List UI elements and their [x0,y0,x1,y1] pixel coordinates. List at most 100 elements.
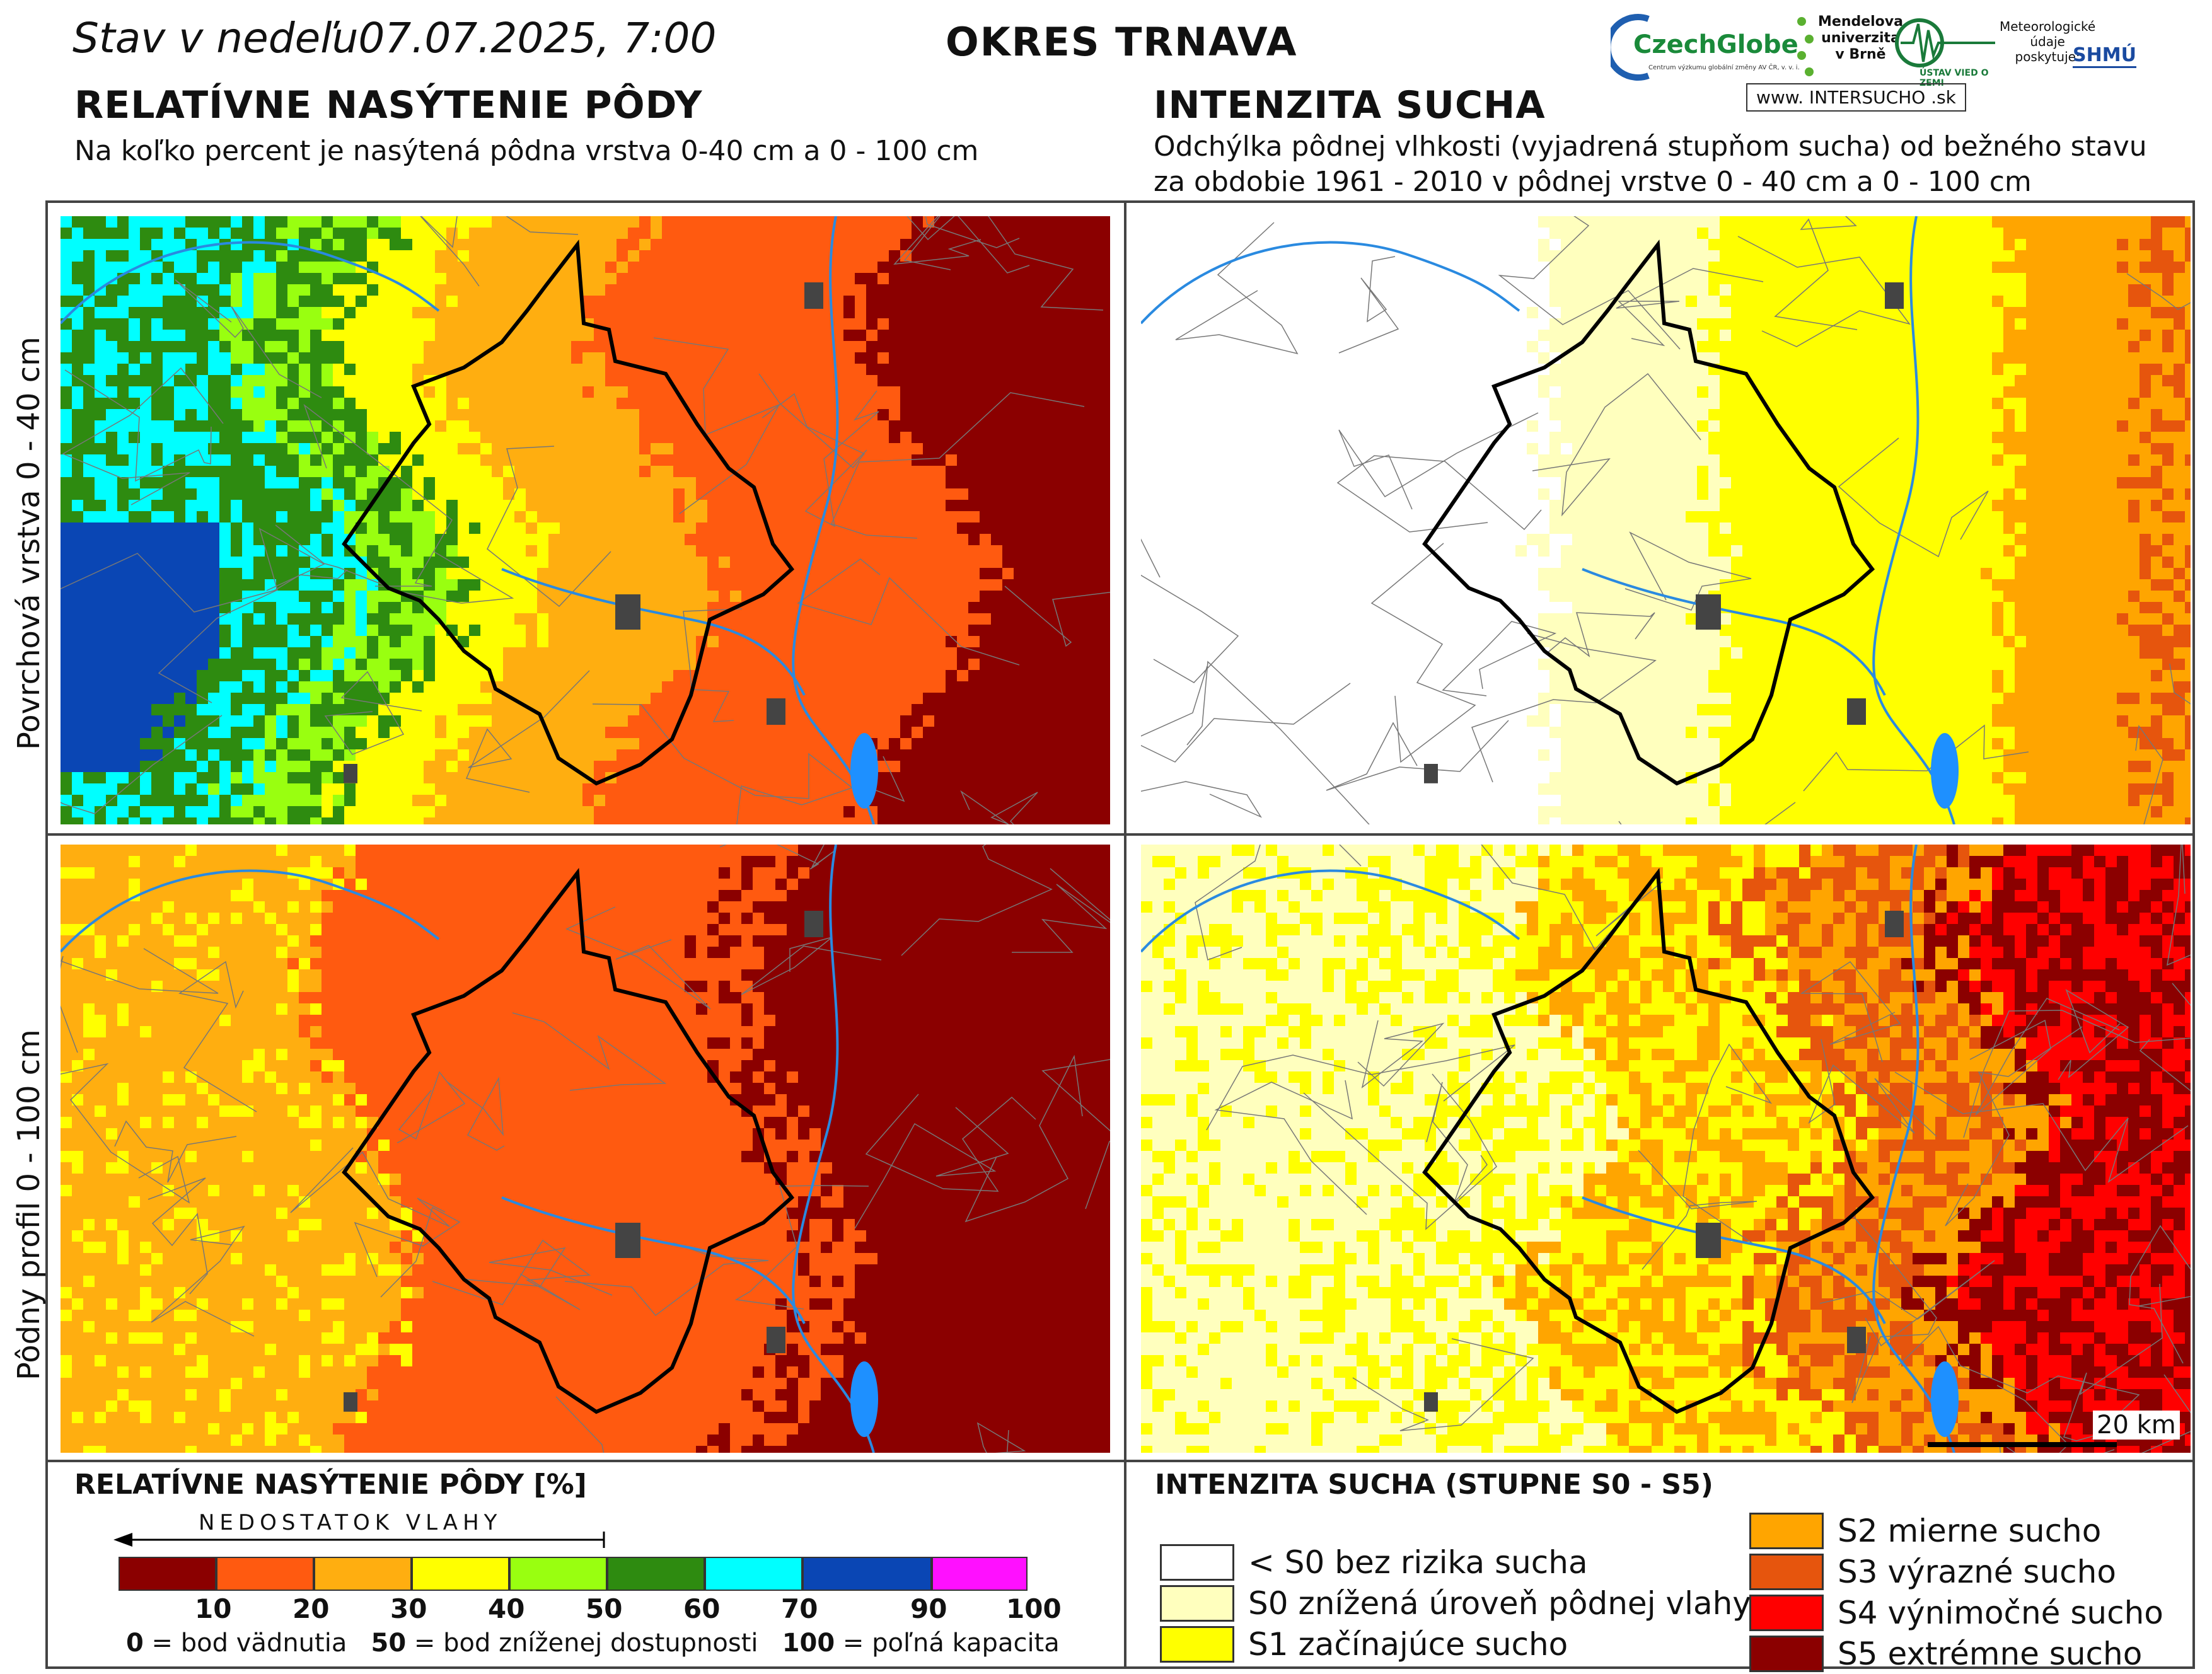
map-raster-cell [957,568,969,580]
map-raster-cell [537,216,549,228]
map-raster-cell [1093,477,1105,489]
map-raster-cell [163,307,175,319]
map-raster-cell [469,307,481,319]
map-raster-cell [707,761,719,773]
map-raster-cell [287,602,299,614]
map-raster-cell [605,318,617,330]
map-raster-cell [651,375,663,387]
map-raster-cell [310,772,322,784]
map-raster-cell [333,228,345,240]
map-raster-cell [276,795,288,807]
map-raster-cell [514,761,526,773]
map-raster-cell [344,613,356,625]
map-raster-cell [548,602,560,614]
map-raster-cell [197,250,209,262]
map-raster-cell [696,783,708,795]
map-raster-cell [333,386,345,398]
map-raster-cell [480,625,492,637]
map-raster-cell [685,352,697,364]
map-raster-cell [1082,216,1094,228]
map-raster-cell [787,500,799,512]
map-raster-cell [435,250,447,262]
map-raster-cell [719,647,731,659]
map-raster-cell [617,568,628,580]
map-raster-cell [1093,602,1105,614]
map-raster-cell [72,284,84,296]
map-raster-cell [707,477,719,489]
map-raster-cell [957,704,969,716]
map-raster-cell [946,783,958,795]
map-raster-cell [866,704,878,716]
map-raster-cell [197,715,209,727]
map-raster-cell [106,375,118,387]
map-raster-cell [821,318,833,330]
map-raster-cell [843,454,855,466]
map-raster-cell [946,568,958,580]
map-raster-cell [333,795,345,807]
map-raster-cell [333,330,345,342]
map-raster-cell [265,772,277,784]
map-raster-cell [492,239,504,251]
map-raster-cell [72,534,84,546]
map-raster-cell [605,625,617,637]
map-raster-cell [696,330,708,342]
map-raster-cell [390,636,402,648]
map-raster-cell [991,250,1003,262]
map-raster-cell [458,488,470,500]
map-raster-cell [287,783,299,795]
map-raster-cell [412,409,424,421]
map-raster-cell [458,613,470,625]
map-raster-cell [208,318,220,330]
map-raster-cell [548,466,560,478]
map-raster-cell [106,398,118,410]
map-raster-cell [72,409,84,421]
map-raster-cell [83,795,95,807]
map-raster-cell [333,715,345,727]
map-raster-cell [1014,454,1026,466]
map-raster-cell [764,749,776,761]
map-raster-cell [1104,420,1110,432]
map-raster-cell [673,511,685,523]
map-raster-cell [151,659,163,671]
map-raster-cell [548,591,560,603]
map-raster-cell [843,704,855,716]
map-raster-cell [605,761,617,773]
map-raster-cell [537,557,549,569]
map-raster-cell [219,239,231,251]
map-raster-cell [129,806,141,818]
map-raster-cell [571,364,583,376]
map-raster-cell [163,647,175,659]
map-raster-cell [469,636,481,648]
map-raster-cell [163,568,175,580]
map-raster-cell [1104,330,1110,342]
map-raster-cell [639,228,651,240]
map-raster-cell [798,500,810,512]
map-raster-cell [344,330,356,342]
map-raster-cell [492,420,504,432]
map-raster-cell [639,273,651,285]
map-raster-cell [390,262,402,274]
map-raster-cell [1048,477,1060,489]
map-raster-cell [299,522,311,534]
map-raster-cell [957,273,969,285]
map-raster-cell [367,772,379,784]
map-raster-cell [685,364,697,376]
map-raster-cell [333,477,345,489]
map-raster-cell [753,250,765,262]
map-raster-cell [469,568,481,580]
map-raster-cell [582,307,594,319]
map-raster-cell [639,670,651,682]
map-raster-cell [446,409,458,421]
map-raster-cell [1104,772,1110,784]
map-raster-cell [1036,749,1048,761]
map-raster-cell [265,341,277,353]
map-raster-cell [321,647,333,659]
map-raster-cell [719,443,731,455]
map-raster-cell [185,522,197,534]
map-raster-cell [900,466,912,478]
map-raster-cell [730,772,742,784]
map-raster-cell [594,432,606,444]
map-raster-cell [855,284,867,296]
map-raster-cell [912,591,924,603]
map-raster-cell [809,466,821,478]
